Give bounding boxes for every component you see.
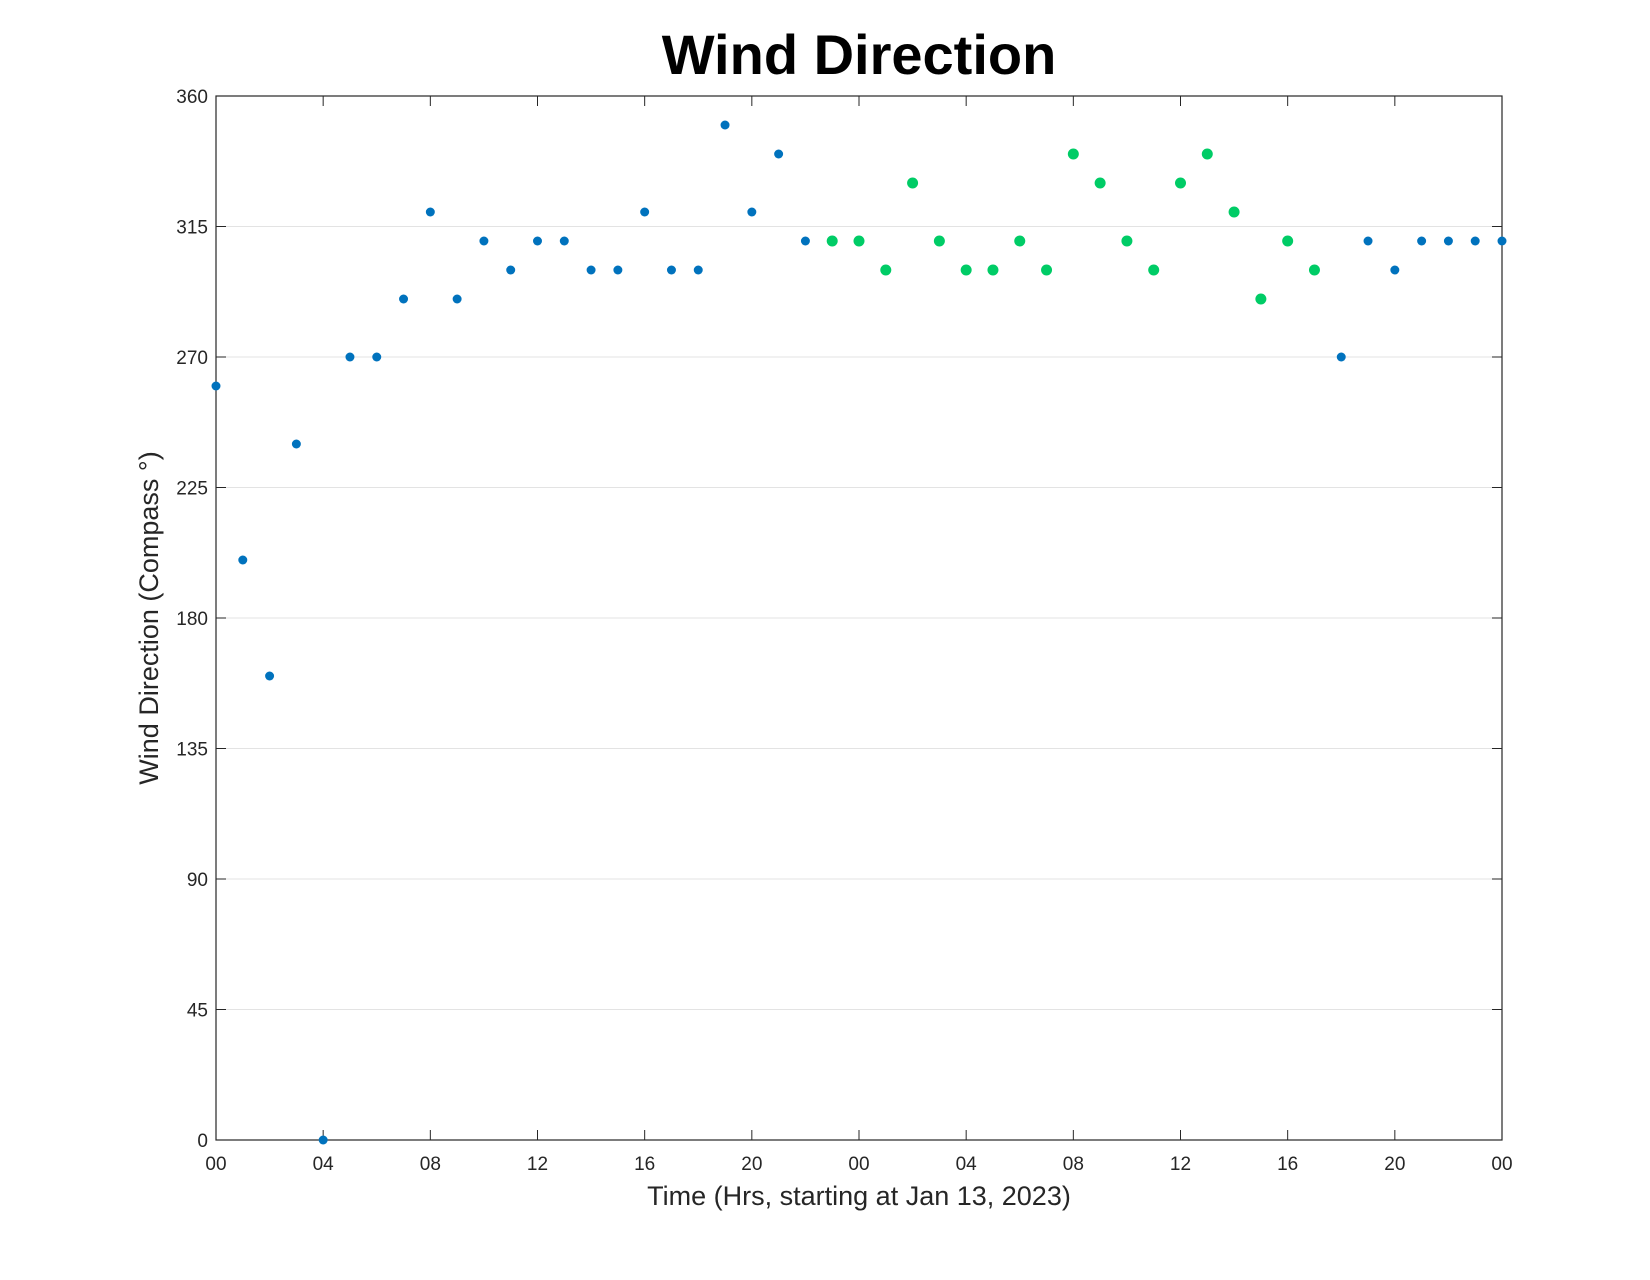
data-point (880, 264, 892, 276)
y-tick-label: 360 (176, 87, 208, 108)
data-point (291, 439, 301, 449)
y-axis-label: Wind Direction (Compass °) (134, 451, 164, 784)
x-tick-label: 00 (205, 1154, 226, 1175)
data-point (747, 207, 757, 217)
x-axis-label: Time (Hrs, starting at Jan 13, 2023) (647, 1181, 1071, 1211)
data-point (1282, 235, 1294, 247)
x-tick-label: 08 (1063, 1154, 1084, 1175)
x-tick-label: 20 (741, 1154, 762, 1175)
data-point (613, 265, 623, 275)
data-point (907, 177, 919, 189)
data-point (1470, 236, 1480, 246)
data-point (425, 207, 435, 217)
x-tick-label: 12 (1170, 1154, 1191, 1175)
x-tick-label: 04 (956, 1154, 978, 1175)
tick-layer: 0 45 90 135 180 225 270 315 360 00 04 08 12 16 20 00 04 0… (176, 87, 1512, 1175)
data-point (1336, 352, 1346, 362)
data-point (399, 294, 409, 304)
data-point (720, 120, 730, 130)
y-tick-label: 90 (187, 870, 208, 891)
data-point (1094, 177, 1106, 189)
y-tick-label: 180 (176, 609, 208, 630)
data-point (211, 381, 221, 391)
data-point (640, 207, 650, 217)
data-point (1201, 148, 1213, 160)
data-point (774, 149, 784, 159)
grid-layer (216, 226, 1502, 1010)
data-point (1417, 236, 1427, 246)
x-tick-label: 00 (1491, 1154, 1512, 1175)
data-point (533, 236, 542, 246)
data-point (933, 235, 945, 247)
data-point (479, 236, 489, 246)
data-point (318, 1135, 328, 1145)
data-point (1443, 236, 1453, 246)
data-point (1363, 236, 1373, 246)
data-point (506, 265, 516, 275)
y-tick-label: 0 (197, 1131, 208, 1152)
data-point (265, 671, 275, 681)
data-point (853, 235, 865, 247)
data-point (1014, 235, 1026, 247)
data-point (1255, 293, 1267, 305)
data-point (1308, 264, 1320, 276)
points-layer (211, 120, 1507, 1145)
data-point (800, 236, 810, 246)
x-tick-label: 04 (313, 1154, 335, 1175)
x-tick-label: 16 (634, 1154, 655, 1175)
x-tick-label: 08 (420, 1154, 441, 1175)
data-point (586, 265, 596, 275)
data-point (826, 235, 838, 247)
y-tick-label: 270 (176, 348, 208, 369)
data-point (238, 555, 248, 565)
data-point (372, 352, 382, 362)
x-tick-label: 12 (527, 1154, 548, 1175)
chart-title: Wind Direction (662, 23, 1057, 86)
data-point (1041, 264, 1053, 276)
data-point (1390, 265, 1400, 275)
x-tick-label: 16 (1277, 1154, 1298, 1175)
data-point (1497, 236, 1507, 246)
y-tick-label: 315 (176, 218, 208, 239)
data-point (1148, 264, 1160, 276)
data-point (693, 265, 703, 275)
data-point (1228, 206, 1240, 218)
y-tick-label: 225 (176, 479, 208, 500)
data-point (452, 294, 462, 304)
data-point (987, 264, 999, 276)
data-point (1175, 177, 1186, 189)
data-point (559, 236, 569, 246)
data-point (1067, 148, 1079, 160)
data-point (1121, 235, 1133, 247)
data-point (666, 265, 676, 275)
x-tick-label: 20 (1384, 1154, 1405, 1175)
data-point (345, 352, 355, 362)
data-point (960, 264, 972, 276)
y-tick-label: 135 (176, 740, 208, 761)
y-tick-label: 45 (187, 1001, 208, 1022)
x-tick-label: 00 (848, 1154, 869, 1175)
